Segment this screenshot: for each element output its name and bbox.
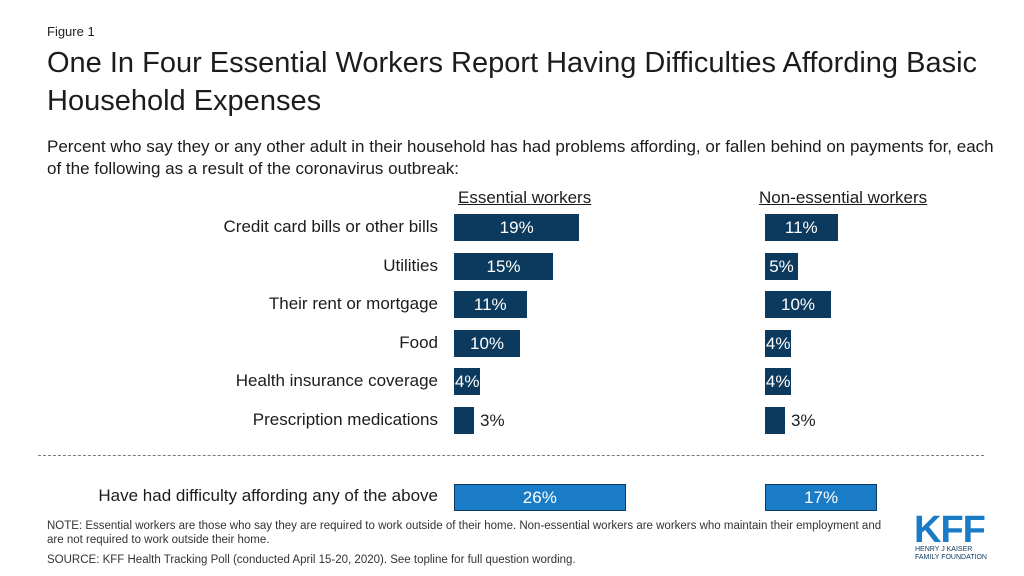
category-label: Prescription medications: [252, 409, 438, 429]
data-label: 4%: [454, 372, 480, 391]
data-label: 3%: [480, 410, 505, 430]
data-label: 19%: [499, 218, 534, 237]
svg-text:FAMILY FOUNDATION: FAMILY FOUNDATION: [915, 554, 987, 560]
bar-nonessential: [765, 329, 792, 357]
total-label: Have had difficulty affording any of the…: [98, 486, 438, 505]
bar-essential: [454, 329, 520, 357]
divider: [38, 455, 984, 456]
bar-nonessential: [765, 291, 831, 318]
data-label: 4%: [765, 372, 791, 391]
category-label: Utilities: [383, 255, 438, 275]
svg-text:HENRY J KAISER: HENRY J KAISER: [915, 546, 972, 553]
total-data-label: 17%: [804, 488, 839, 507]
chart-title: One In Four Essential Workers Report Hav…: [47, 47, 978, 117]
category-label: Their rent or mortgage: [268, 294, 438, 313]
data-label: 5%: [769, 256, 794, 276]
bar-nonessential: [765, 214, 838, 241]
bar-essential: [454, 406, 474, 434]
kff-logo: KFF HENRY J KAISER FAMILY FOUNDATION: [914, 508, 990, 561]
category-label: Health insurance coverage: [235, 371, 438, 390]
data-label: 15%: [486, 256, 521, 276]
chart-subtitle: Percent who say they or any other adult …: [47, 137, 994, 178]
bar-nonessential: [765, 368, 792, 395]
category-label: Credit card bills or other bills: [223, 217, 438, 236]
data-label: 11%: [473, 295, 507, 314]
total-bar-nonessential: [765, 484, 878, 511]
total-data-label: 26%: [522, 488, 557, 507]
bar-essential: [454, 291, 527, 318]
series-header-essential: Essential workers: [458, 188, 592, 207]
data-label: 3%: [791, 410, 816, 430]
note-text: NOTE: Essential workers are those who sa…: [47, 520, 882, 546]
data-label: 10%: [780, 295, 816, 314]
figure-label: Figure 1: [47, 24, 95, 39]
category-label: Food: [399, 332, 438, 352]
series-header-nonessential: Non-essential workers: [759, 188, 928, 207]
total-bar-essential: [454, 484, 626, 511]
kff-logo-mark: KFF HENRY J KAISER FAMILY FOUNDATION: [914, 509, 987, 561]
data-label: 4%: [765, 333, 791, 353]
bar-essential: [454, 214, 580, 241]
bar-nonessential: [765, 406, 785, 434]
data-label: 10%: [469, 333, 505, 353]
source-text: SOURCE: KFF Health Tracking Poll (conduc…: [47, 554, 576, 566]
svg-text:KFF: KFF: [914, 509, 985, 551]
bar-essential: [454, 252, 553, 280]
bar-essential: [454, 368, 481, 395]
bar-nonessential: [765, 252, 798, 280]
data-label: 11%: [784, 218, 818, 237]
